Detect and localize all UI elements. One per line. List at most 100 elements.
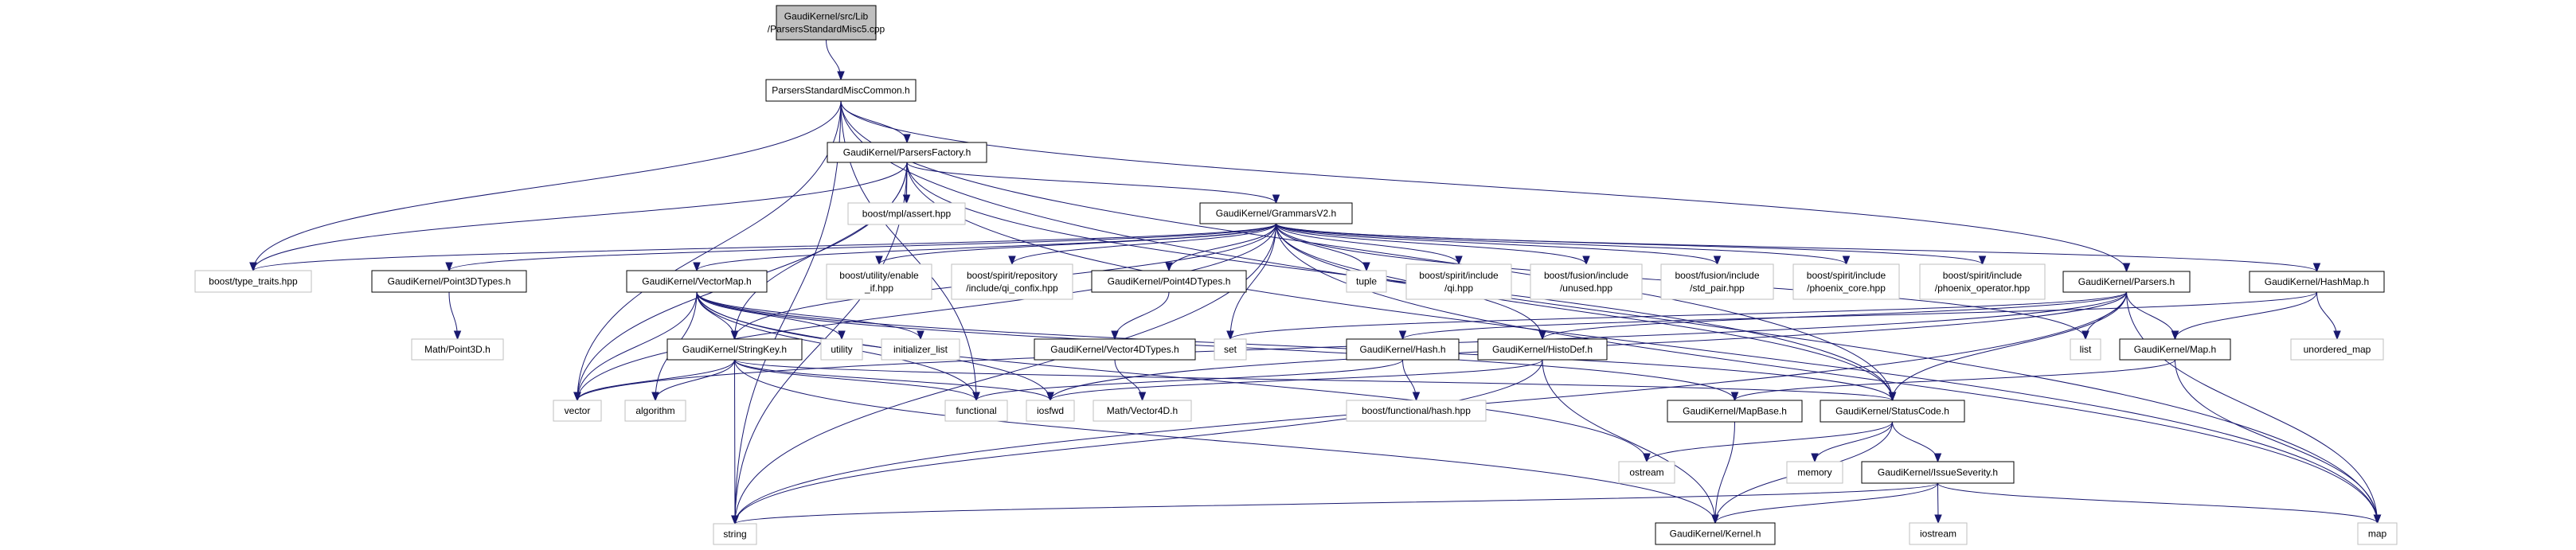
node-vector4d[interactable]: Math/Vector4D.h <box>1093 400 1192 422</box>
node-box <box>1346 270 1387 293</box>
edge-parsers-to-histodef <box>1542 291 2127 340</box>
edge-grammars-to-p4dtypes <box>1168 223 1276 271</box>
edge-grammars-to-map <box>1276 223 2378 524</box>
arrowhead-icon <box>917 330 924 341</box>
edge-severity-to-string <box>734 482 1938 525</box>
node-box <box>1091 270 1247 293</box>
node-map[interactable]: map <box>2357 522 2398 545</box>
edge-v4dtypes-to-vector4d <box>1114 359 1143 401</box>
edge-stringkey-to-statuscode <box>734 359 1893 401</box>
node-box <box>2249 271 2385 293</box>
node-point3d[interactable]: Math/Point3D.h <box>411 338 504 361</box>
node-phop[interactable]: boost/spirit/include/phoenix_operator.hp… <box>1919 263 2046 300</box>
node-statuscode[interactable]: GaudiKernel/StatusCode.h <box>1820 400 1965 423</box>
edge-psmc-to-map <box>840 100 2378 524</box>
node-box <box>2062 271 2191 293</box>
node-label: boost/utility/enable <box>839 270 919 281</box>
arrowhead-icon <box>730 330 739 341</box>
node-mplassert[interactable]: boost/mpl/assert.hpp <box>847 202 966 225</box>
arrowhead-icon <box>1138 392 1147 402</box>
node-tuple[interactable]: tuple <box>1346 270 1387 293</box>
node-label: GaudiKernel/VectorMap.h <box>642 276 751 287</box>
node-p4dtypes[interactable]: GaudiKernel/Point4DTypes.h <box>1091 270 1247 293</box>
node-label: boost/spirit/include <box>1807 270 1886 281</box>
node-iosfwd[interactable]: iosfwd <box>1026 400 1075 422</box>
node-enableif[interactable]: boost/utility/enable _if.hpp <box>826 263 932 300</box>
arrowhead-icon <box>1933 453 1942 463</box>
node-label: _if.hpp <box>864 283 893 294</box>
node-root[interactable]: GaudiKernel/src/Lib/ParsersStandardMisc5… <box>768 5 885 41</box>
edge-grammars-to-hashmap <box>1276 223 2317 272</box>
node-initlist[interactable]: initializer_list <box>881 338 960 361</box>
arrowhead-icon <box>1455 255 1463 266</box>
node-kernel[interactable]: GaudiKernel/Kernel.h <box>1655 522 1776 545</box>
node-box <box>411 338 504 361</box>
node-label: /qi.hpp <box>1444 283 1473 294</box>
node-box <box>1618 461 1675 484</box>
node-label: /phoenix_operator.hpp <box>1935 283 2031 294</box>
arrowhead-icon <box>875 255 883 266</box>
node-set[interactable]: set <box>1214 338 1247 361</box>
edge-grammars-to-stdpair <box>1276 223 1718 265</box>
node-functional[interactable]: functional <box>944 400 1008 422</box>
node-box <box>1792 263 1900 300</box>
edge-parsers-to-map_h <box>2126 291 2175 340</box>
node-box <box>371 270 527 293</box>
node-phcore[interactable]: boost/spirit/include/phoenix_core.hpp <box>1792 263 1900 300</box>
node-vectormap[interactable]: GaudiKernel/VectorMap.h <box>626 270 768 293</box>
node-label: GaudiKernel/Map.h <box>2134 344 2216 355</box>
node-box <box>1667 400 1803 423</box>
node-histodef[interactable]: GaudiKernel/HistoDef.h <box>1477 338 1608 361</box>
node-pfactory[interactable]: GaudiKernel/ParsersFactory.h <box>827 142 987 163</box>
arrowhead-icon <box>838 330 846 341</box>
arrowhead-icon <box>1111 330 1119 341</box>
node-label: /phoenix_core.hpp <box>1807 283 1886 294</box>
node-stdpair[interactable]: boost/fusion/include/std_pair.hpp <box>1660 263 1774 300</box>
node-p3dtypes[interactable]: GaudiKernel/Point3DTypes.h <box>371 270 527 293</box>
node-umap[interactable]: unordered_map <box>2290 338 2384 361</box>
node-label: GaudiKernel/ParsersFactory.h <box>843 147 971 158</box>
node-string[interactable]: string <box>713 523 757 545</box>
node-list[interactable]: list <box>2070 338 2101 361</box>
node-stringkey[interactable]: GaudiKernel/StringKey.h <box>666 338 803 361</box>
arrowhead-icon <box>1711 514 1719 525</box>
node-v4dtypes[interactable]: GaudiKernel/Vector4DTypes.h <box>1034 338 1196 361</box>
node-label: boost/functional/hash.hpp <box>1362 405 1471 416</box>
node-parsers[interactable]: GaudiKernel/Parsers.h <box>2062 271 2191 293</box>
node-memory[interactable]: memory <box>1786 461 1843 484</box>
arrowhead-icon <box>837 71 845 81</box>
node-psmc[interactable]: ParsersStandardMiscCommon.h <box>765 79 917 102</box>
node-bfhash[interactable]: boost/functional/hash.hpp <box>1346 400 1487 422</box>
node-box <box>944 400 1008 422</box>
edges <box>249 39 2382 525</box>
node-mapbase[interactable]: GaudiKernel/MapBase.h <box>1667 400 1803 423</box>
edge-severity-to-map <box>1937 482 2378 524</box>
edge-psmc-to-pfactory <box>840 100 908 143</box>
node-qi[interactable]: boost/spirit/include/qi.hpp <box>1405 263 1512 300</box>
node-typetraits[interactable]: boost/type_traits.hpp <box>194 270 312 293</box>
node-label: Math/Point3D.h <box>424 344 491 355</box>
node-unused[interactable]: boost/fusion/include/unused.hpp <box>1530 263 1643 300</box>
node-label: Math/Vector4D.h <box>1107 405 1178 416</box>
node-ostream[interactable]: ostream <box>1618 461 1675 484</box>
node-utility[interactable]: utility <box>820 338 863 361</box>
node-grammars[interactable]: GaudiKernel/GrammarsV2.h <box>1199 202 1353 224</box>
arrowhead-icon <box>1888 392 1897 402</box>
arrowhead-icon <box>693 262 701 272</box>
node-iostream[interactable]: iostream <box>1909 522 1968 545</box>
edge-grammars-to-p3dtypes <box>448 223 1276 271</box>
node-map_h[interactable]: GaudiKernel/Map.h <box>2119 338 2231 361</box>
edge-histodef-to-kernel <box>1542 359 1716 524</box>
node-algorithm[interactable]: algorithm <box>624 400 686 422</box>
edge-pfactory-to-grammars <box>906 162 1276 204</box>
node-confix[interactable]: boost/spirit/repository/include/qi_confi… <box>951 263 1073 300</box>
edge-parsers-to-map <box>2126 291 2378 524</box>
node-hashmap[interactable]: GaudiKernel/HashMap.h <box>2249 271 2385 293</box>
node-vector[interactable]: vector <box>553 400 602 422</box>
node-hash[interactable]: GaudiKernel/Hash.h <box>1346 338 1460 361</box>
node-severity[interactable]: GaudiKernel/IssueSeverity.h <box>1861 461 2015 484</box>
node-label: /unused.hpp <box>1560 283 1612 294</box>
node-box <box>626 270 768 293</box>
node-label: map <box>2368 529 2387 540</box>
